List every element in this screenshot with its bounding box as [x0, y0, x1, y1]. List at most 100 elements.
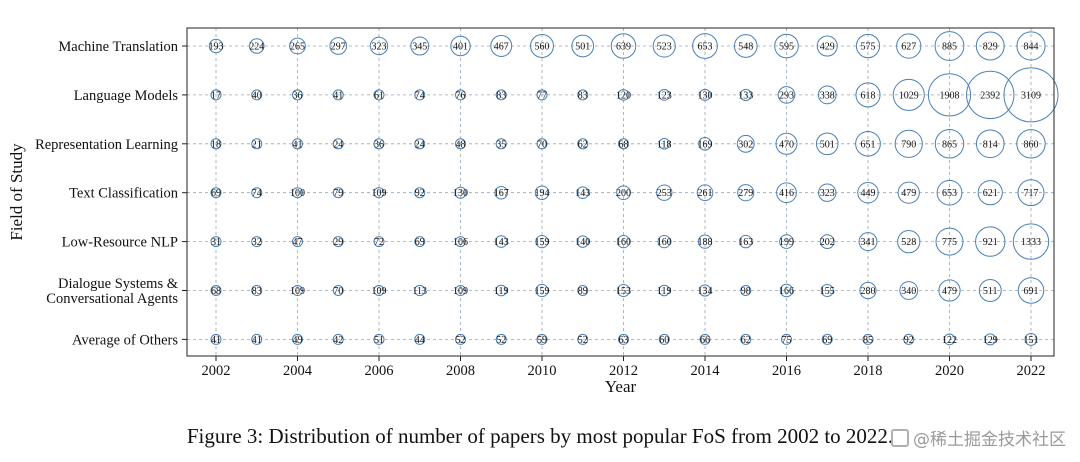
bubble [373, 138, 385, 150]
bubble-value-label: 627 [901, 42, 916, 53]
bubble-value-label: 119 [494, 286, 509, 297]
bubble-value-label: 129 [983, 335, 998, 346]
bubble-value-label: 3109 [1021, 90, 1041, 101]
bubble-value-label: 595 [779, 42, 794, 53]
x-tick-label: 2006 [365, 363, 394, 379]
x-tick-label: 2004 [283, 363, 313, 379]
bubble-value-label: 155 [820, 286, 835, 297]
bubble [740, 333, 752, 345]
bubble-value-label: 98 [741, 286, 751, 297]
bubble-value-label: 41 [333, 90, 343, 101]
bubble-value-label: 85 [863, 335, 873, 346]
bubble-value-label: 790 [901, 139, 916, 150]
bubble [292, 187, 303, 199]
bubble-value-label: 265 [290, 42, 305, 53]
bubble [454, 284, 467, 297]
bubble [210, 236, 222, 248]
bubble [775, 132, 798, 155]
bubble-value-label: 72 [374, 237, 384, 248]
bubble-value-label: 202 [820, 237, 835, 248]
bubble [414, 138, 426, 150]
y-tick-label: Conversational Agents [46, 291, 178, 307]
bubble-value-label: 122 [942, 335, 957, 346]
bubble-value-label: 528 [901, 237, 916, 248]
bubble-value-label: 119 [657, 286, 672, 297]
bubble [862, 333, 874, 345]
y-tick-label: Language Models [74, 88, 179, 104]
bubble-value-label: 449 [861, 188, 876, 199]
bubble-value-label: 52 [456, 335, 466, 346]
bubble-value-label: 345 [412, 42, 427, 53]
bubble-value-label: 323 [372, 42, 387, 53]
x-tick-label: 2012 [609, 363, 638, 379]
bubble [656, 184, 673, 201]
bubble [658, 333, 670, 345]
bubble-value-label: 49 [293, 335, 303, 346]
x-tick-label: 2016 [772, 363, 801, 379]
bubble-value-label: 70 [333, 286, 343, 297]
bubble-value-label: 36 [374, 139, 384, 150]
bubble [414, 236, 426, 248]
bubble-value-label: 691 [1024, 286, 1039, 297]
bubble [332, 89, 344, 101]
bubble-value-label: 74 [415, 90, 425, 101]
y-tick-label: Text Classification [69, 186, 179, 202]
bubble [369, 36, 389, 56]
bubble-value-label: 159 [535, 237, 550, 248]
bubble [892, 78, 925, 111]
bubble [373, 284, 385, 297]
bubble-value-label: 92 [415, 188, 425, 199]
bubble-value-label: 653 [698, 42, 713, 53]
bubble-value-label: 199 [779, 237, 794, 248]
bubble-value-label: 200 [616, 188, 631, 199]
bubble-value-label: 100 [290, 188, 305, 199]
bubble [332, 285, 344, 296]
bubble-value-label: 829 [983, 42, 998, 53]
bubble-value-label: 639 [616, 42, 631, 53]
bubble [534, 185, 550, 200]
bubble [373, 333, 385, 345]
bubble-value-label: 470 [779, 139, 794, 150]
x-tick-label: 2008 [446, 363, 475, 379]
bubble-value-label: 24 [415, 139, 425, 150]
bubble-value-label: 224 [249, 42, 264, 53]
plot-frame [186, 27, 1055, 357]
bubble [289, 37, 306, 55]
bubble [251, 236, 263, 248]
bubble [896, 33, 922, 59]
bubble-value-label: 548 [738, 42, 753, 53]
bubble-value-label: 188 [698, 237, 713, 248]
bubble [938, 279, 961, 302]
bubble [292, 236, 303, 248]
bubble [975, 226, 1006, 257]
bubble-value-label: 42 [333, 335, 343, 346]
bubble-value-label: 160 [616, 237, 631, 248]
bubble-value-label: 651 [861, 139, 876, 150]
bubble [984, 333, 997, 346]
bubble-value-label: 416 [779, 188, 794, 199]
bubble-value-label: 279 [738, 188, 753, 199]
bubble [815, 132, 839, 156]
bubble [292, 89, 303, 101]
bubble [495, 138, 507, 150]
bubble-value-label: 511 [983, 286, 998, 297]
x-tick-label: 2010 [528, 363, 557, 379]
bubble-value-label: 297 [331, 42, 346, 53]
watermark-logo-icon [891, 429, 909, 447]
bubble [329, 37, 348, 55]
bubble [897, 229, 921, 254]
bubble-value-label: 143 [494, 237, 509, 248]
bubble-value-label: 921 [983, 237, 998, 248]
bubble-value-label: 68 [211, 286, 221, 297]
x-ticks: 2002 2004 2006 2008 2010 2012 2014 2016 2018 2020… [202, 356, 1046, 379]
bubble [776, 182, 797, 204]
bubble [535, 234, 549, 249]
bubble-value-label: 123 [657, 90, 672, 101]
bubble-chart: 193 224 265 297 323 345 401 467 560 501 639 523 653 5… [7, 27, 1059, 396]
bubble [251, 138, 263, 150]
bubble [1012, 223, 1050, 260]
bubble-value-label: 1029 [899, 90, 919, 101]
bubble-value-label: 44 [415, 335, 425, 346]
bubble [657, 234, 671, 249]
bubble-value-label: 89 [578, 286, 588, 297]
